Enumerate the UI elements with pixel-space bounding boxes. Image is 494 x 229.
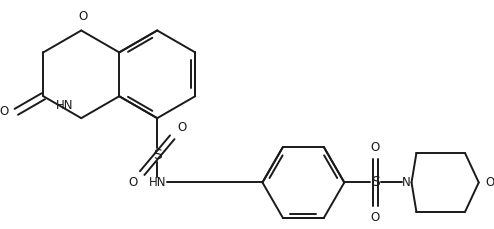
Text: HN: HN — [149, 176, 166, 189]
Text: O: O — [486, 176, 494, 189]
Text: O: O — [79, 10, 88, 23]
Text: HN: HN — [56, 99, 74, 112]
Text: S: S — [371, 175, 380, 189]
Text: O: O — [0, 105, 8, 118]
Text: N: N — [402, 176, 411, 189]
Text: O: O — [128, 176, 137, 189]
Text: O: O — [371, 141, 380, 154]
Text: S: S — [153, 148, 162, 162]
Text: O: O — [371, 211, 380, 224]
Text: O: O — [177, 121, 186, 134]
